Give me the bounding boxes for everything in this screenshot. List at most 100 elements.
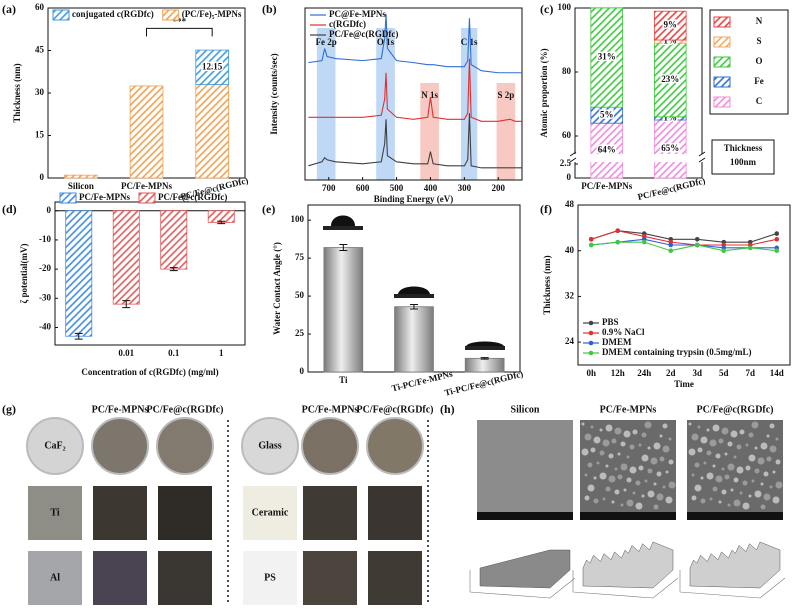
- sem-grain: [733, 499, 741, 507]
- x-tick-label: 400: [424, 183, 438, 193]
- panel-label: (b): [262, 2, 277, 16]
- sem-grain: [590, 425, 594, 429]
- sem-grain: [721, 489, 727, 495]
- x-tick-label: 12h: [611, 368, 625, 378]
- y-tick-label: 40: [565, 245, 575, 255]
- y-tick-label: 48: [565, 199, 575, 209]
- droplet: [331, 215, 355, 226]
- marker: [668, 242, 674, 248]
- x-axis-label: Concentration of c(RGDfc) (mg/ml): [81, 367, 218, 377]
- sem-grain: [617, 452, 621, 456]
- sem-grain: [688, 448, 696, 456]
- bar: [394, 306, 434, 373]
- sample-disc: [91, 417, 149, 475]
- sample-plate: [368, 551, 422, 605]
- droplet-plate: [323, 226, 363, 230]
- sem-grain: [718, 438, 724, 444]
- legend-label: PC/Fe-MPNs: [79, 192, 130, 202]
- marker: [721, 248, 727, 254]
- sem-grain: [602, 497, 606, 501]
- sem-grain: [712, 424, 720, 432]
- column-header: PC/Fe@c(RGDfc): [146, 404, 223, 415]
- bar: [65, 210, 93, 337]
- bar: [653, 42, 687, 118]
- legend-label: Fe: [754, 76, 764, 86]
- sample-plate: [243, 486, 297, 540]
- x-tick-label: Ti-PC/Fe@c(RGDfc): [443, 369, 524, 398]
- region-label: O 1s: [377, 37, 395, 47]
- bar: [653, 10, 687, 41]
- marker: [747, 245, 753, 251]
- sem-grain: [748, 432, 754, 438]
- sem-grain: [647, 446, 651, 450]
- legend-label: DMEM containing trypsin (0.5mg/mL): [602, 347, 752, 357]
- sem-grain: [697, 425, 701, 429]
- y-axis-label: Thickness (nm): [12, 63, 22, 122]
- series-line: [308, 14, 522, 74]
- column-header: Silicon: [511, 404, 540, 415]
- y-tick-label: 45: [35, 45, 45, 55]
- sem-grain: [581, 448, 589, 456]
- sample-disc: [26, 417, 84, 475]
- afm-axes: [679, 570, 786, 599]
- x-tick-label: 7d: [745, 368, 755, 378]
- sem-grain: [614, 427, 622, 435]
- region-label: S 2p: [498, 90, 515, 100]
- plot-frame: [574, 7, 703, 179]
- sem-grain: [733, 477, 739, 483]
- sem-grain: [709, 497, 713, 501]
- sem-scalebar: [477, 512, 573, 520]
- legend-label: N: [756, 16, 763, 26]
- x-tick-label: 500: [390, 183, 404, 193]
- afm-axes: [572, 570, 679, 599]
- legend-marker: [588, 320, 594, 326]
- legend-label: c(RGDfc): [329, 19, 366, 29]
- sem-grain: [644, 479, 648, 483]
- y-tick-label: -30: [39, 292, 51, 302]
- sem-grain: [754, 446, 758, 450]
- x-tick-label: 24h: [637, 368, 651, 378]
- sem-grain: [754, 490, 762, 498]
- sem-grain: [662, 423, 668, 429]
- sem-grain: [751, 479, 755, 483]
- sem-grain: [659, 434, 663, 438]
- y-tick-label: 0: [567, 172, 572, 182]
- sem-grain: [742, 502, 750, 510]
- marker: [694, 242, 700, 248]
- error-bar: [169, 267, 178, 272]
- region: [496, 83, 516, 180]
- marker: [774, 248, 780, 254]
- droplet-plate: [465, 346, 505, 350]
- x-tick-label: PC/Fe-MPNs: [121, 181, 172, 191]
- x-tick-label: 14d: [770, 368, 784, 378]
- sem-image: [477, 420, 573, 512]
- error-bar: [74, 332, 83, 340]
- droplet: [398, 286, 430, 294]
- sem-grain: [614, 489, 620, 495]
- bar: [64, 174, 98, 179]
- x-tick-label: PC/Fe-MPNs: [581, 181, 632, 191]
- sem-grain: [748, 454, 756, 462]
- sem-grain: [626, 455, 630, 459]
- sem-grain: [775, 481, 783, 489]
- sem-grain: [638, 465, 644, 471]
- sem-grain: [712, 464, 716, 468]
- sem-grain: [659, 456, 665, 462]
- sem-grain: [620, 503, 624, 507]
- bar: [112, 210, 140, 305]
- column-header: PC/Fe@c(RGDfc): [356, 404, 433, 415]
- sem-grain: [623, 488, 627, 492]
- sem-grain: [700, 498, 706, 504]
- sem-grain: [632, 429, 638, 435]
- legend-swatch: [713, 36, 731, 48]
- legend-label: (PC/Fe)₅-MPNs: [182, 9, 242, 19]
- sem-grain: [727, 463, 735, 471]
- y-tick-label: 100: [291, 214, 305, 224]
- x-tick-label: 700: [322, 183, 336, 193]
- sem-grain: [736, 444, 742, 450]
- sem-grain: [638, 443, 642, 447]
- sample-plate: [158, 551, 212, 605]
- sem-grain: [599, 472, 607, 480]
